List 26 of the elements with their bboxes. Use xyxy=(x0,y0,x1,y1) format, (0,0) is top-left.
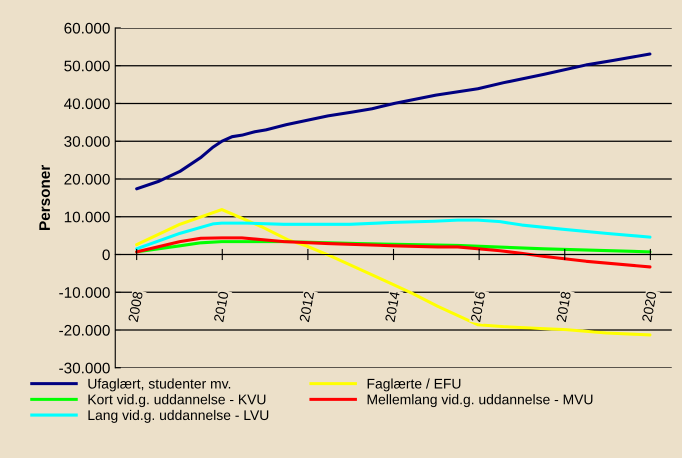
line-series xyxy=(135,218,652,250)
y-tick-label: -30.000 xyxy=(59,362,110,374)
x-tick-label: 2010 xyxy=(214,291,229,322)
y-tick-label: 20.000 xyxy=(64,174,110,185)
y-tick-label: 50.000 xyxy=(64,60,110,72)
x-tick-label: 2012 xyxy=(299,291,314,322)
y-tick-label: 60.000 xyxy=(64,22,110,34)
y-axis-title: Personer xyxy=(39,164,50,230)
x-tick-label: 2008 xyxy=(128,291,143,322)
legend-label: Kort vid.g. uddannelse - KVU xyxy=(88,394,266,408)
y-tick-label: 0 xyxy=(102,249,110,260)
y-tick-label: 10.000 xyxy=(64,212,110,222)
x-tick-label: 2016 xyxy=(470,291,486,322)
y-tick-label: 40.000 xyxy=(64,98,110,110)
y-tick-label: -20.000 xyxy=(59,324,110,336)
x-tick-label: 2014 xyxy=(384,291,400,322)
legend-label: Faglærte / EFU xyxy=(368,378,460,392)
legend-label: Lang vid.g. uddannelse - LVU xyxy=(88,410,268,423)
legend-label: Mellemlang vid.g. uddannelse - MVU xyxy=(368,394,592,408)
x-tick-label: 2020 xyxy=(642,291,657,322)
line-series xyxy=(135,236,652,268)
legend-label: Ufaglært, studenter mv. xyxy=(88,378,230,392)
line-series xyxy=(135,52,652,190)
y-tick-label: 30.000 xyxy=(64,136,110,147)
y-tick-label: -10.000 xyxy=(59,287,110,298)
x-tick-label: 2018 xyxy=(556,291,571,322)
